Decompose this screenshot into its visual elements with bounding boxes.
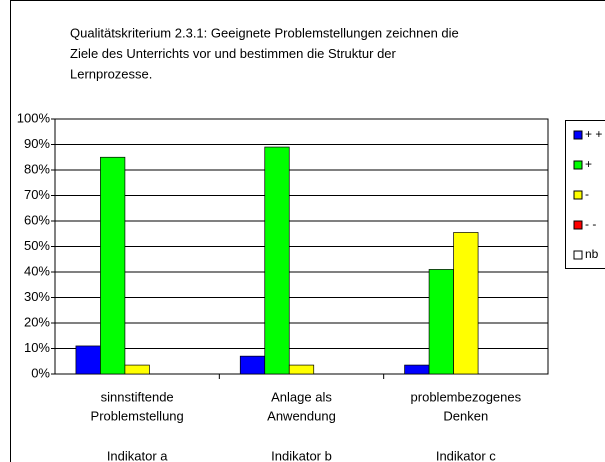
y-tick-label: 40% [24, 263, 50, 278]
x-tick-label: Anlage als [271, 389, 332, 404]
x-tick-label: Anwendung [267, 408, 336, 423]
bar [404, 364, 430, 375]
y-tick-label: 10% [24, 340, 50, 355]
chart-title: Ziele des Unterrichts vor und bestimmen … [70, 46, 397, 61]
legend-swatch [573, 160, 583, 170]
legend-label: + [585, 157, 592, 171]
y-tick-label: 0% [31, 365, 50, 380]
x-group-label: Indikator c [436, 448, 496, 462]
bar [124, 364, 150, 375]
x-tick-label: Problemstellung [91, 408, 184, 423]
y-tick-label: 60% [24, 212, 50, 227]
y-tick-label: 80% [24, 161, 50, 176]
legend-swatch [573, 250, 583, 260]
chart-title: Lernprozesse. [70, 66, 152, 81]
legend-label: - [585, 187, 589, 201]
y-tick-label: 100% [17, 110, 51, 125]
legend-label: - - [585, 217, 596, 231]
legend-label: + + [585, 127, 602, 141]
x-group-label: Indikator b [271, 448, 332, 462]
y-tick-label: 70% [24, 187, 50, 202]
x-tick-label: sinnstiftende [101, 389, 174, 404]
y-tick-label: 30% [24, 289, 50, 304]
bar [428, 269, 454, 375]
bar [453, 232, 479, 375]
legend-swatch [573, 130, 583, 140]
legend-swatch [573, 190, 583, 200]
chart-title: Qualitätskriterium 2.3.1: Geeignete Prob… [70, 25, 459, 40]
legend-swatch [573, 220, 583, 230]
bar [100, 156, 126, 375]
bar [239, 355, 266, 375]
legend-label: nb [585, 247, 599, 261]
y-tick-label: 20% [24, 314, 50, 329]
y-tick-label: 90% [24, 136, 50, 151]
bar [288, 364, 315, 375]
y-tick-label: 50% [24, 238, 50, 253]
legend [565, 120, 605, 269]
x-tick-label: problembezogenes [411, 389, 522, 404]
bar [264, 146, 290, 375]
x-tick-label: Denken [443, 408, 488, 423]
x-group-label: Indikator a [107, 448, 168, 462]
bar [75, 345, 101, 375]
